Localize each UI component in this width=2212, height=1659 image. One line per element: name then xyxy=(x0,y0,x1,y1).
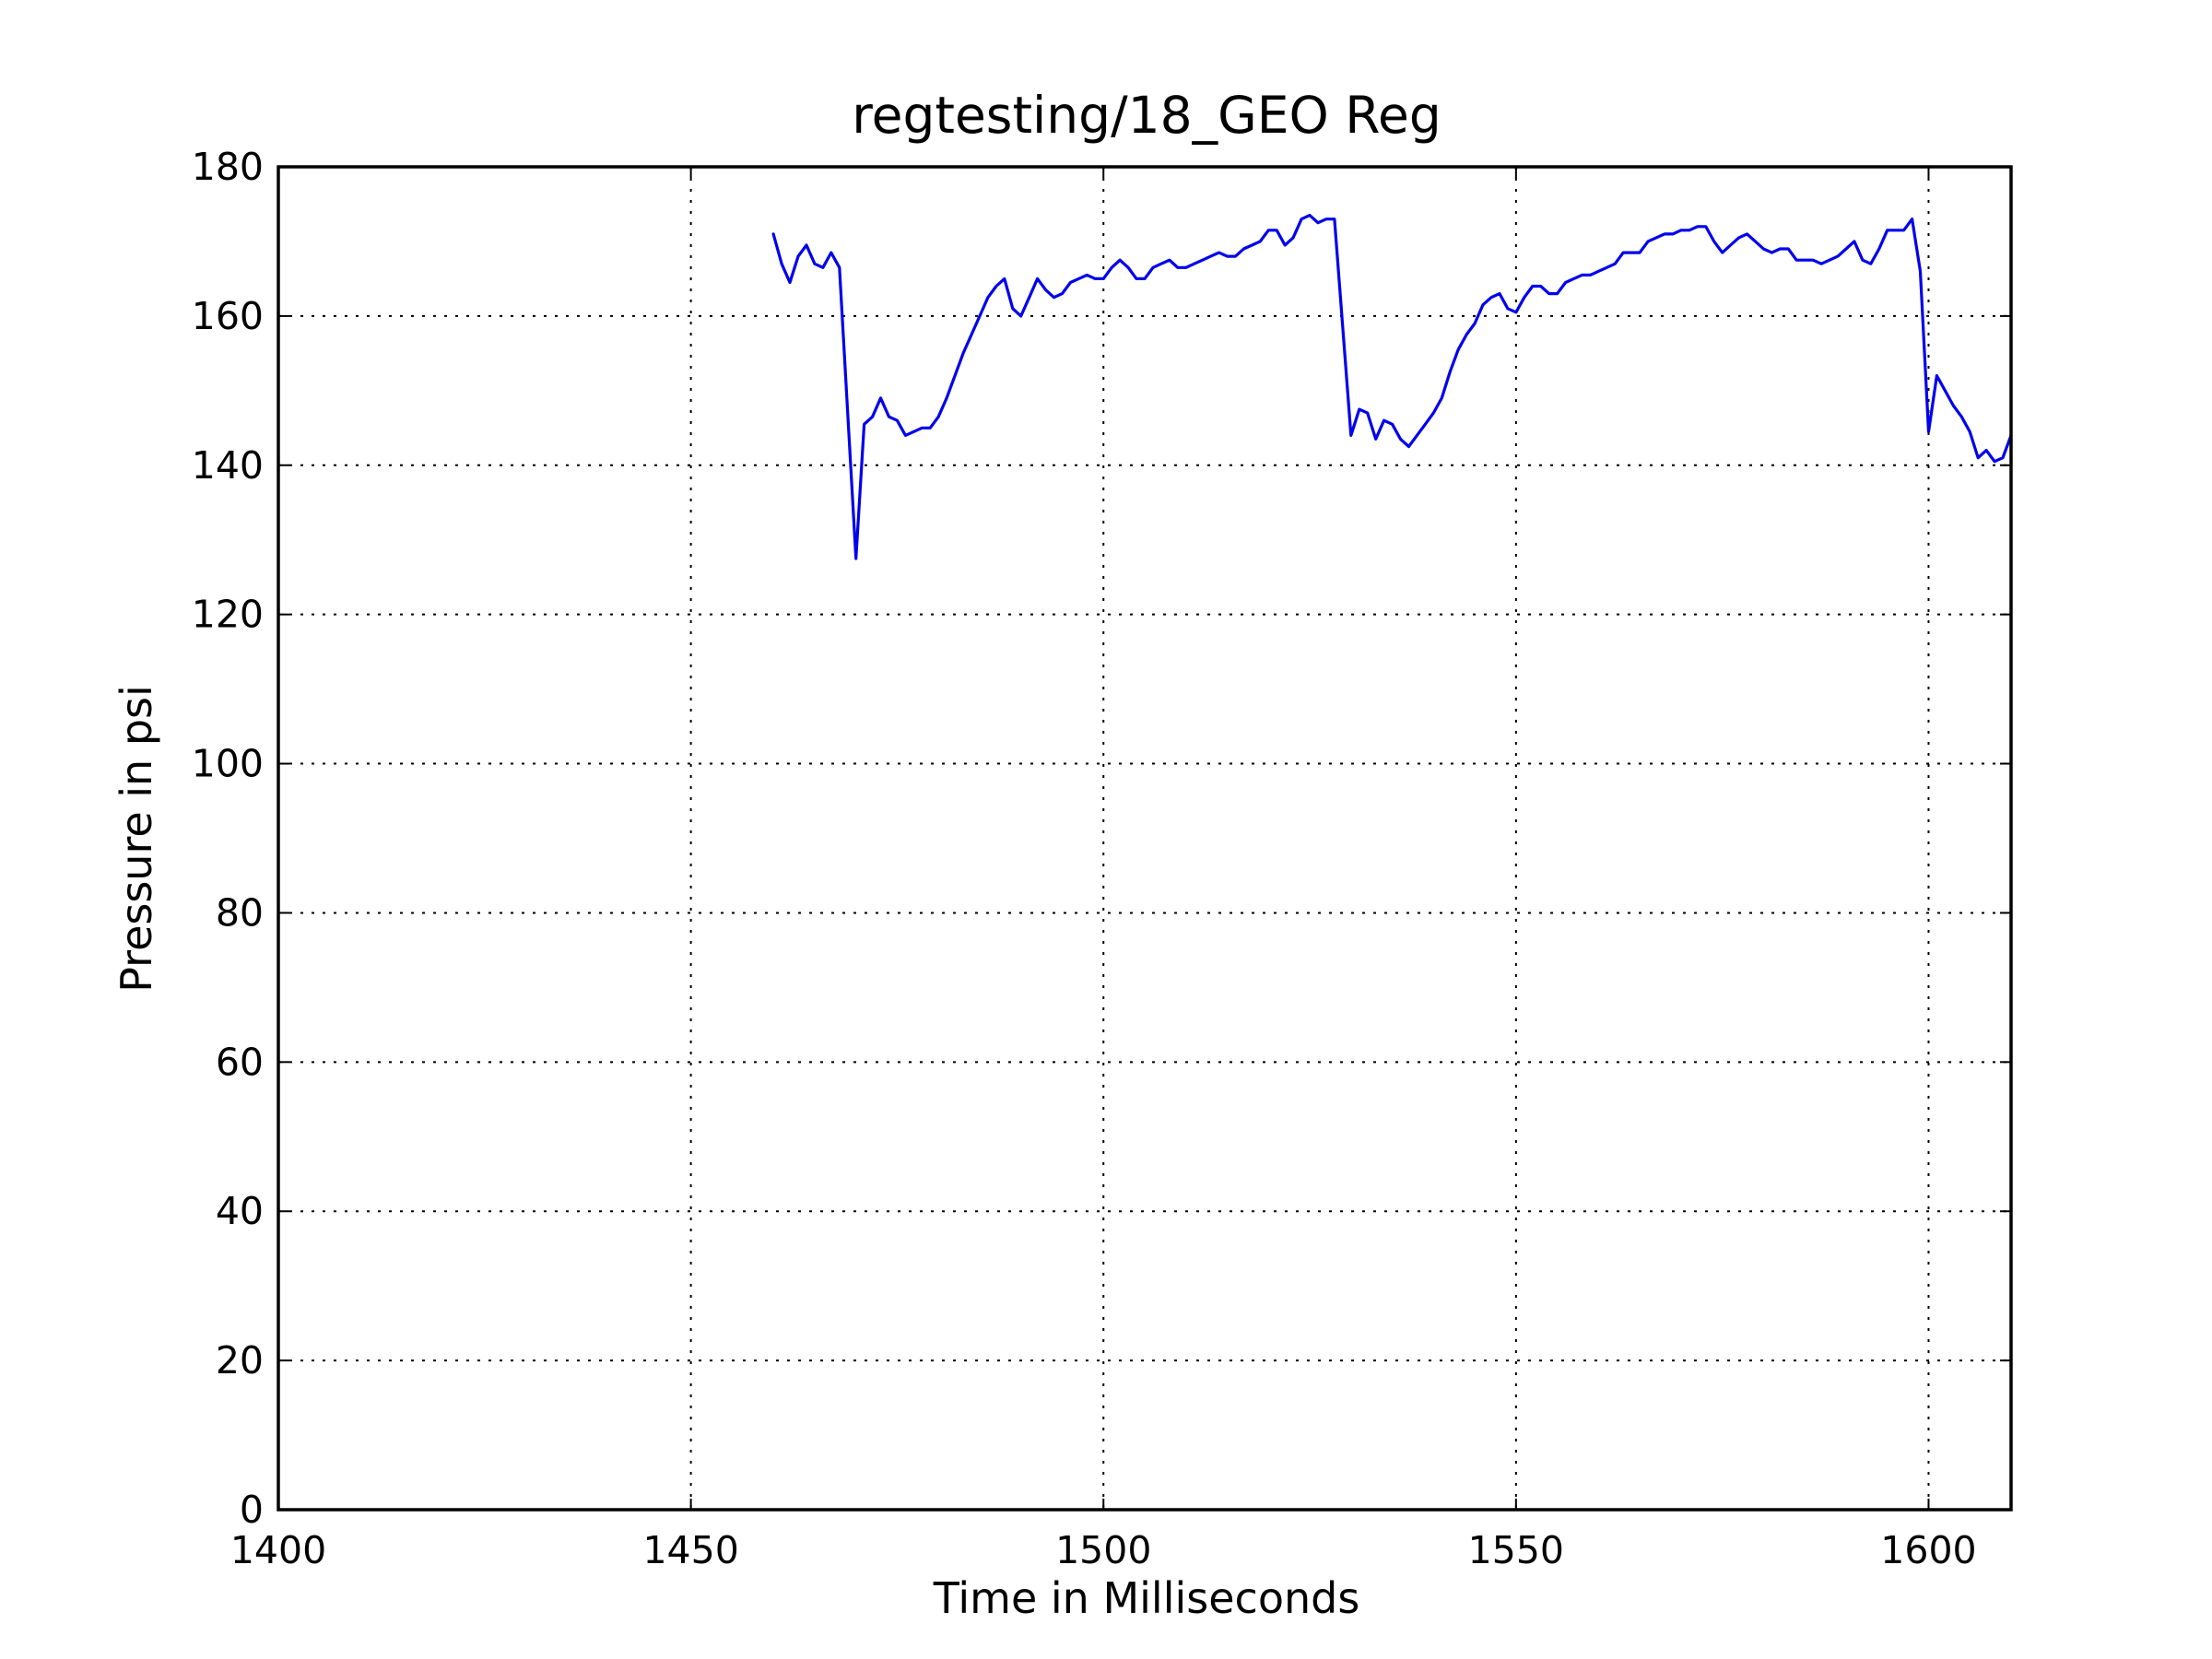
x-tick-label: 1600 xyxy=(1880,1528,1976,1572)
x-tick-label: 1450 xyxy=(642,1528,738,1572)
y-tick-label: 120 xyxy=(192,593,264,637)
x-tick-label: 1550 xyxy=(1468,1528,1564,1572)
y-tick-label: 100 xyxy=(192,742,264,786)
plot-frame xyxy=(276,165,2013,1512)
chart-title: regtesting/18_GEO Reg xyxy=(852,86,1441,145)
x-tick-labels: 1400 1450 1500 1550 1600 xyxy=(230,1528,1977,1572)
ticks xyxy=(277,166,2011,1511)
y-tick-label: 160 xyxy=(192,294,264,338)
y-tick-label: 60 xyxy=(216,1040,264,1084)
grid xyxy=(278,167,2011,1510)
y-tick-label: 40 xyxy=(216,1189,264,1233)
x-tick-label: 1400 xyxy=(230,1528,326,1572)
y-axis-label: Pressure in psi xyxy=(112,685,161,993)
y-tick-label: 140 xyxy=(192,443,264,488)
x-tick-label: 1500 xyxy=(1055,1528,1151,1572)
y-tick-label: 0 xyxy=(240,1488,264,1532)
pressure-line xyxy=(771,214,2013,560)
x-axis-label: Time in Milliseconds xyxy=(933,1573,1360,1623)
y-tick-label: 20 xyxy=(216,1338,264,1382)
plot-background xyxy=(278,167,2011,1510)
y-tick-labels: 0 20 40 60 80 100 120 140 160 180 xyxy=(192,145,264,1532)
y-tick-label: 180 xyxy=(192,145,264,189)
y-tick-label: 80 xyxy=(216,890,264,935)
